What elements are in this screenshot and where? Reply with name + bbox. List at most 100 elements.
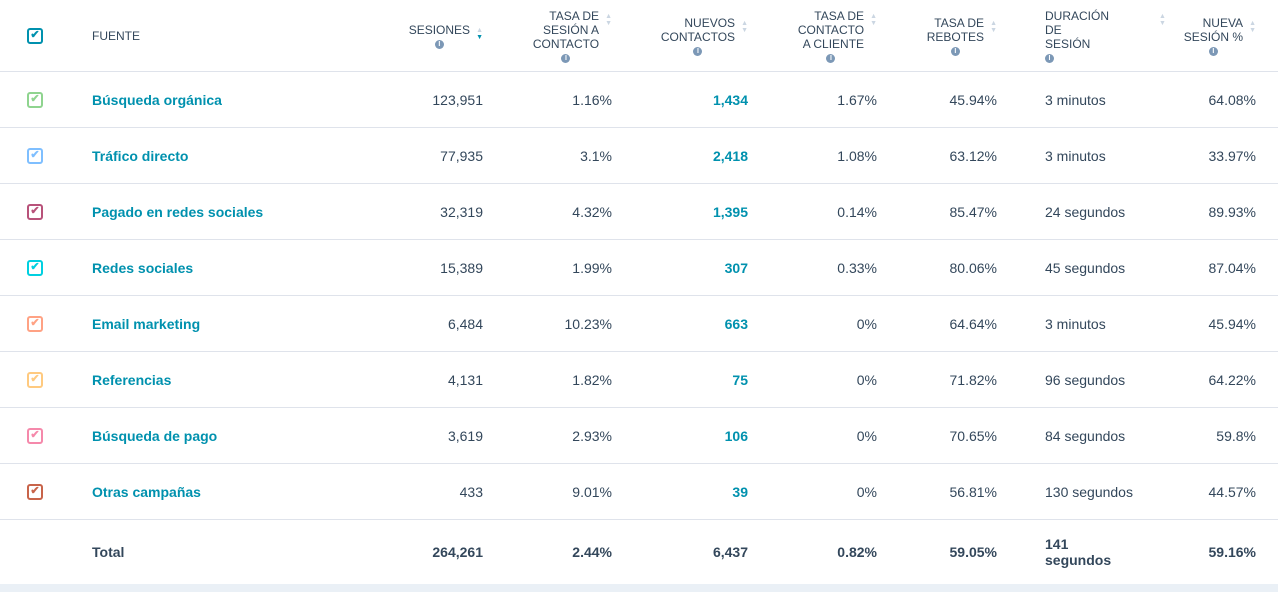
select-all-checkbox[interactable]: ✔ (27, 27, 43, 44)
sort-asc-icon: ▲ (1159, 12, 1166, 20)
row-checkbox[interactable]: ✔ (27, 203, 43, 220)
header-label-line: de sesión (1045, 22, 1091, 51)
cell-new-contacts-link[interactable]: 75 (732, 371, 748, 388)
cell-bounce: 64.64% (949, 315, 997, 332)
source-link[interactable]: Email marketing (92, 315, 201, 332)
cell-sessions: 123,951 (432, 91, 483, 108)
cell-sessions: 6,484 (447, 315, 483, 332)
sort-desc-icon: ▼ (990, 26, 997, 34)
cell-new-contacts-link[interactable]: 1,434 (712, 91, 748, 108)
cell-duration: 45 segundos (1045, 259, 1126, 276)
total-new-session: 59.16% (1208, 544, 1256, 560)
header-label: Nueva sesión % i (1184, 16, 1243, 56)
header-session-to-contact[interactable]: Tasa de sesión a contacto i ▲ ▼ (495, 9, 624, 63)
header-label-line: Tasa de (814, 8, 865, 23)
cell-new-contacts-link[interactable]: 39 (732, 483, 748, 500)
cell-bounce: 56.81% (949, 483, 997, 500)
total-duration: 141 segundos (1009, 536, 1160, 568)
header-contact-to-customer[interactable]: Tasa de contacto a cliente i ▲ ▼ (760, 9, 889, 63)
row-checkbox[interactable]: ✔ (27, 371, 43, 388)
cell-contact-to-customer: 0.14% (837, 203, 877, 220)
header-label: Sesiones i (409, 23, 470, 49)
source-link[interactable]: Búsqueda de pago (92, 427, 218, 444)
cell-new-contacts-link[interactable]: 106 (724, 427, 748, 444)
cell-new-contacts-link[interactable]: 663 (724, 315, 748, 332)
cell-new-contacts-link[interactable]: 307 (724, 259, 748, 276)
total-label: Total (92, 544, 125, 560)
source-link[interactable]: Tráfico directo (92, 147, 189, 164)
source-link[interactable]: Pagado en redes sociales (92, 203, 264, 220)
header-sessions[interactable]: Sesiones i ▲ ▼ (330, 23, 495, 49)
source-link[interactable]: Búsqueda orgánica (92, 91, 222, 108)
row-checkbox[interactable]: ✔ (27, 259, 43, 276)
header-duration[interactable]: Duración de sesión i ▲ ▼ (1009, 8, 1166, 63)
row-checkbox[interactable]: ✔ (27, 91, 43, 108)
header-new-contacts[interactable]: Nuevos contactos i ▲ ▼ (624, 16, 760, 56)
cell-new-contacts-link[interactable]: 1,395 (712, 203, 748, 220)
header-fuente[interactable]: Fuente (92, 28, 140, 43)
sort-desc-icon: ▼ (605, 19, 612, 27)
source-link[interactable]: Referencias (92, 371, 172, 388)
sort-desc-icon: ▼ (1159, 19, 1166, 27)
header-label: Nuevos contactos i (661, 16, 735, 56)
cell-new-session: 89.93% (1208, 203, 1256, 220)
sort-asc-icon: ▲ (476, 26, 483, 34)
cell-new-session: 44.57% (1208, 483, 1256, 500)
sort-icon[interactable]: ▲ ▼ (476, 27, 483, 41)
header-label-line: Nuevos (684, 15, 736, 30)
sort-icon[interactable]: ▲ ▼ (1159, 13, 1166, 27)
cell-duration: 84 segundos (1045, 427, 1126, 444)
cell-contact-to-customer: 1.67% (837, 91, 877, 108)
source-link[interactable]: Otras campañas (92, 483, 201, 500)
sort-asc-icon: ▲ (1249, 19, 1256, 27)
total-session-to-contact: 2.44% (572, 544, 612, 560)
cell-session-to-contact: 10.23% (564, 315, 612, 332)
header-label-line: a cliente (802, 36, 865, 51)
info-icon[interactable]: i (561, 53, 571, 63)
source-link[interactable]: Redes sociales (92, 259, 194, 276)
header-label-line: Tasa de (549, 8, 600, 23)
header-label: Tasa de rebotes i (927, 16, 984, 56)
header-bounce[interactable]: Tasa de rebotes i ▲ ▼ (889, 16, 1009, 56)
sort-asc-icon: ▲ (990, 19, 997, 27)
header-label-line: Duración (1045, 8, 1110, 23)
cell-session-to-contact: 2.93% (572, 427, 612, 444)
info-icon[interactable]: i (1045, 53, 1054, 63)
total-bounce: 59.05% (949, 544, 997, 560)
cell-new-session: 87.04% (1208, 259, 1256, 276)
sort-icon[interactable]: ▲ ▼ (870, 13, 877, 27)
cell-session-to-contact: 9.01% (572, 483, 612, 500)
cell-new-contacts-link[interactable]: 2,418 (712, 147, 748, 164)
info-icon[interactable]: i (1208, 46, 1218, 56)
cell-sessions: 77,935 (440, 147, 483, 164)
cell-duration: 24 segundos (1045, 203, 1126, 220)
header-label-line: Tasa de (934, 15, 985, 30)
sort-icon[interactable]: ▲ ▼ (605, 13, 612, 27)
cell-contact-to-customer: 0% (856, 315, 877, 332)
header-label-line: Nueva (1202, 15, 1244, 30)
info-icon[interactable]: i (693, 46, 703, 56)
info-icon[interactable]: i (826, 53, 836, 63)
sort-icon[interactable]: ▲ ▼ (990, 20, 997, 34)
row-checkbox[interactable]: ✔ (27, 483, 43, 500)
info-icon[interactable]: i (434, 39, 444, 49)
table-row: ✔ Redes sociales 15,389 1.99% 307 0.33% 80.06%… (0, 240, 1278, 296)
cell-session-to-contact: 3.1% (580, 147, 612, 164)
sort-icon[interactable]: ▲ ▼ (1249, 20, 1256, 34)
row-checkbox[interactable]: ✔ (27, 315, 43, 332)
header-new-session[interactable]: Nueva sesión % i ▲ ▼ (1160, 16, 1278, 56)
sort-asc-icon: ▲ (870, 12, 877, 20)
row-checkbox[interactable]: ✔ (27, 427, 43, 444)
info-icon[interactable]: i (950, 46, 960, 56)
header-label-line: contacto (797, 22, 865, 37)
sort-desc-icon: ▼ (741, 26, 748, 34)
cell-new-session: 59.8% (1216, 427, 1256, 444)
row-checkbox[interactable]: ✔ (27, 147, 43, 164)
header-label-line: sesión a (543, 22, 600, 37)
cell-sessions: 15,389 (440, 259, 483, 276)
table-row: ✔ Tráfico directo 77,935 3.1% 2,418 1.08% 63.1… (0, 128, 1278, 184)
sort-asc-icon: ▲ (741, 19, 748, 27)
table-footer-bar (0, 584, 1278, 592)
sort-icon[interactable]: ▲ ▼ (741, 20, 748, 34)
